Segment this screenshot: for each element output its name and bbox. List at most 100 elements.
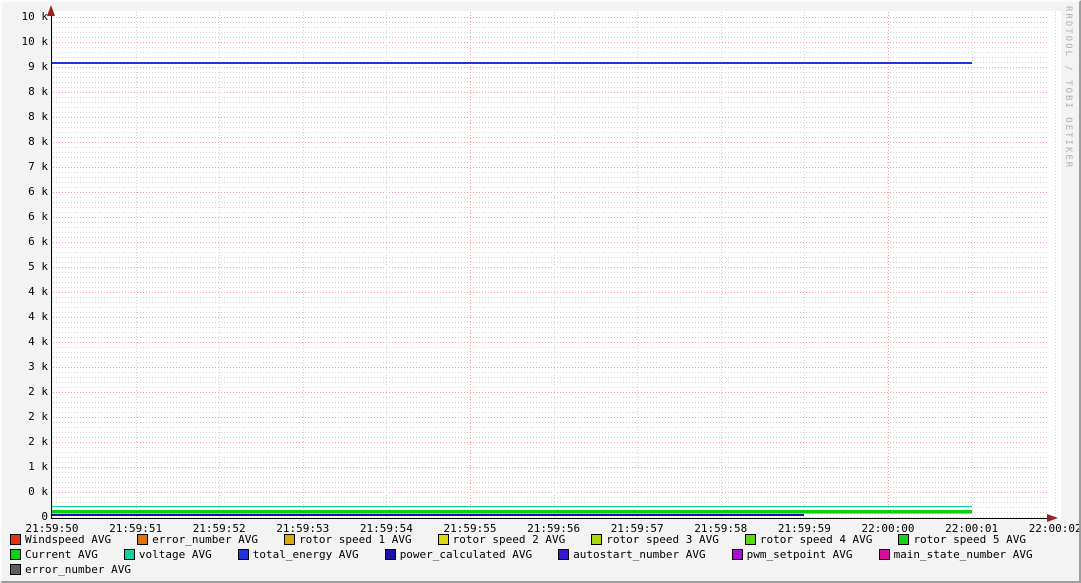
- grid-minor-h: [53, 152, 1049, 153]
- x-axis-label: 21:59:57: [610, 522, 664, 535]
- legend-item: rotor speed 4 AVG: [744, 533, 872, 546]
- legend-label: total_energy AVG: [252, 547, 359, 561]
- grid-minor-h: [53, 27, 1049, 28]
- legend-swatch-icon: [558, 548, 570, 560]
- grid-minor-h: [53, 112, 1049, 113]
- grid-minor-h: [53, 497, 1049, 498]
- grid-minor-h: [53, 257, 1049, 258]
- grid-minor-h: [53, 82, 1049, 83]
- grid-minor-h: [53, 47, 1049, 48]
- grid-minor-h: [53, 437, 1049, 438]
- y-axis-line: [51, 14, 53, 518]
- grid-major-h: [53, 442, 1049, 443]
- grid-minor-h: [53, 107, 1049, 108]
- grid-minor-h: [53, 347, 1049, 348]
- legend-swatch-icon: [591, 533, 603, 545]
- legend-item: Current AVG: [10, 548, 98, 561]
- y-axis-label: 4 k: [28, 335, 48, 348]
- legend-item: rotor speed 3 AVG: [591, 533, 719, 546]
- grid-minor-h: [53, 222, 1049, 223]
- y-axis-label: 8 k: [28, 85, 48, 98]
- y-axis-label: 3 k: [28, 360, 48, 373]
- grid-major-h: [53, 192, 1049, 193]
- legend-swatch-icon: [437, 533, 449, 545]
- grid-minor-h: [53, 127, 1049, 128]
- legend-row: error_number AVG: [10, 562, 1033, 576]
- y-axis-label: 4 k: [28, 285, 48, 298]
- x-axis-label: 21:59:52: [192, 522, 246, 535]
- grid-minor-v: [303, 12, 304, 519]
- grid-major-h: [53, 67, 1049, 68]
- legend-item: rotor speed 1 AVG: [284, 533, 412, 546]
- legend-label: pwm_setpoint AVG: [746, 547, 853, 561]
- grid-minor-h: [53, 372, 1049, 373]
- legend-swatch-icon: [10, 533, 21, 545]
- x-axis-label: 21:59:51: [109, 522, 163, 535]
- x-axis-line: [51, 517, 1051, 519]
- grid-minor-h: [53, 502, 1049, 503]
- y-axis-label: 8 k: [28, 110, 48, 123]
- y-axis-label: 6 k: [28, 185, 48, 198]
- legend-item: power_calculated AVG: [384, 548, 532, 561]
- grid-minor-v: [804, 12, 805, 519]
- legend-label: Windspeed AVG: [25, 532, 112, 546]
- grid-major-h: [53, 267, 1049, 268]
- legend-label: autostart_number AVG: [573, 547, 706, 561]
- grid-minor-h: [53, 412, 1049, 413]
- grid-minor-h: [53, 162, 1049, 163]
- legend-item: rotor speed 2 AVG: [437, 533, 565, 546]
- grid-minor-h: [53, 37, 1049, 38]
- plot-canvas: [53, 11, 1061, 519]
- grid-minor-h: [53, 172, 1049, 173]
- grid-minor-h: [53, 247, 1049, 248]
- grid-minor-h: [53, 77, 1049, 78]
- x-axis-arrow-icon: [1047, 513, 1058, 522]
- grid-minor-h: [53, 432, 1049, 433]
- y-axis-label: 10 k: [21, 10, 49, 23]
- grid-major-v: [888, 12, 889, 519]
- legend-item: voltage AVG: [123, 548, 212, 561]
- grid-minor-h: [53, 422, 1049, 423]
- legend-item: rotor speed 5 AVG: [898, 533, 1026, 546]
- grid-minor-h: [53, 307, 1049, 308]
- y-axis-label: 7 k: [28, 160, 48, 173]
- x-axis-label: 21:59:53: [276, 522, 330, 535]
- legend: Windspeed AVG error_number AVG rotor speed…: [10, 532, 1033, 576]
- grid-minor-h: [53, 322, 1049, 323]
- grid-minor-h: [53, 132, 1049, 133]
- x-axis-label: 21:59:55: [443, 522, 497, 535]
- legend-label: error_number AVG: [25, 562, 131, 576]
- grid-minor-h: [53, 507, 1049, 508]
- x-axis-label: 21:59:50: [25, 522, 79, 535]
- grid-minor-h: [53, 397, 1049, 398]
- legend-label: rotor speed 5 AVG: [913, 532, 1027, 546]
- grid-minor-h: [53, 387, 1049, 388]
- grid-minor-h: [53, 362, 1049, 363]
- y-axis-label: 2 k: [28, 435, 48, 448]
- grid-major-h: [53, 292, 1049, 293]
- grid-minor-h: [53, 477, 1049, 478]
- legend-swatch-icon: [284, 533, 296, 545]
- grid-minor-v: [386, 12, 387, 519]
- grid-minor-h: [53, 332, 1049, 333]
- grid-minor-v: [554, 12, 555, 519]
- grid-minor-h: [53, 282, 1049, 283]
- grid-minor-h: [53, 227, 1049, 228]
- grid-minor-h: [53, 312, 1049, 313]
- y-axis-label: 0 k: [28, 485, 48, 498]
- legend-swatch-icon: [744, 533, 756, 545]
- grid-minor-h: [53, 207, 1049, 208]
- grid-major-h: [53, 467, 1049, 468]
- grid-minor-v: [219, 12, 220, 519]
- grid-minor-h: [53, 277, 1049, 278]
- grid-minor-h: [53, 402, 1049, 403]
- legend-label: Current AVG: [25, 547, 98, 561]
- grid-major-h: [53, 317, 1049, 318]
- grid-minor-h: [53, 32, 1049, 33]
- legend-item: Windspeed AVG: [10, 533, 111, 546]
- grid-minor-h: [53, 457, 1049, 458]
- legend-item: main_state_number AVG: [878, 548, 1033, 561]
- x-axis-label: 22:00:02: [1028, 522, 1081, 535]
- grid-minor-h: [53, 462, 1049, 463]
